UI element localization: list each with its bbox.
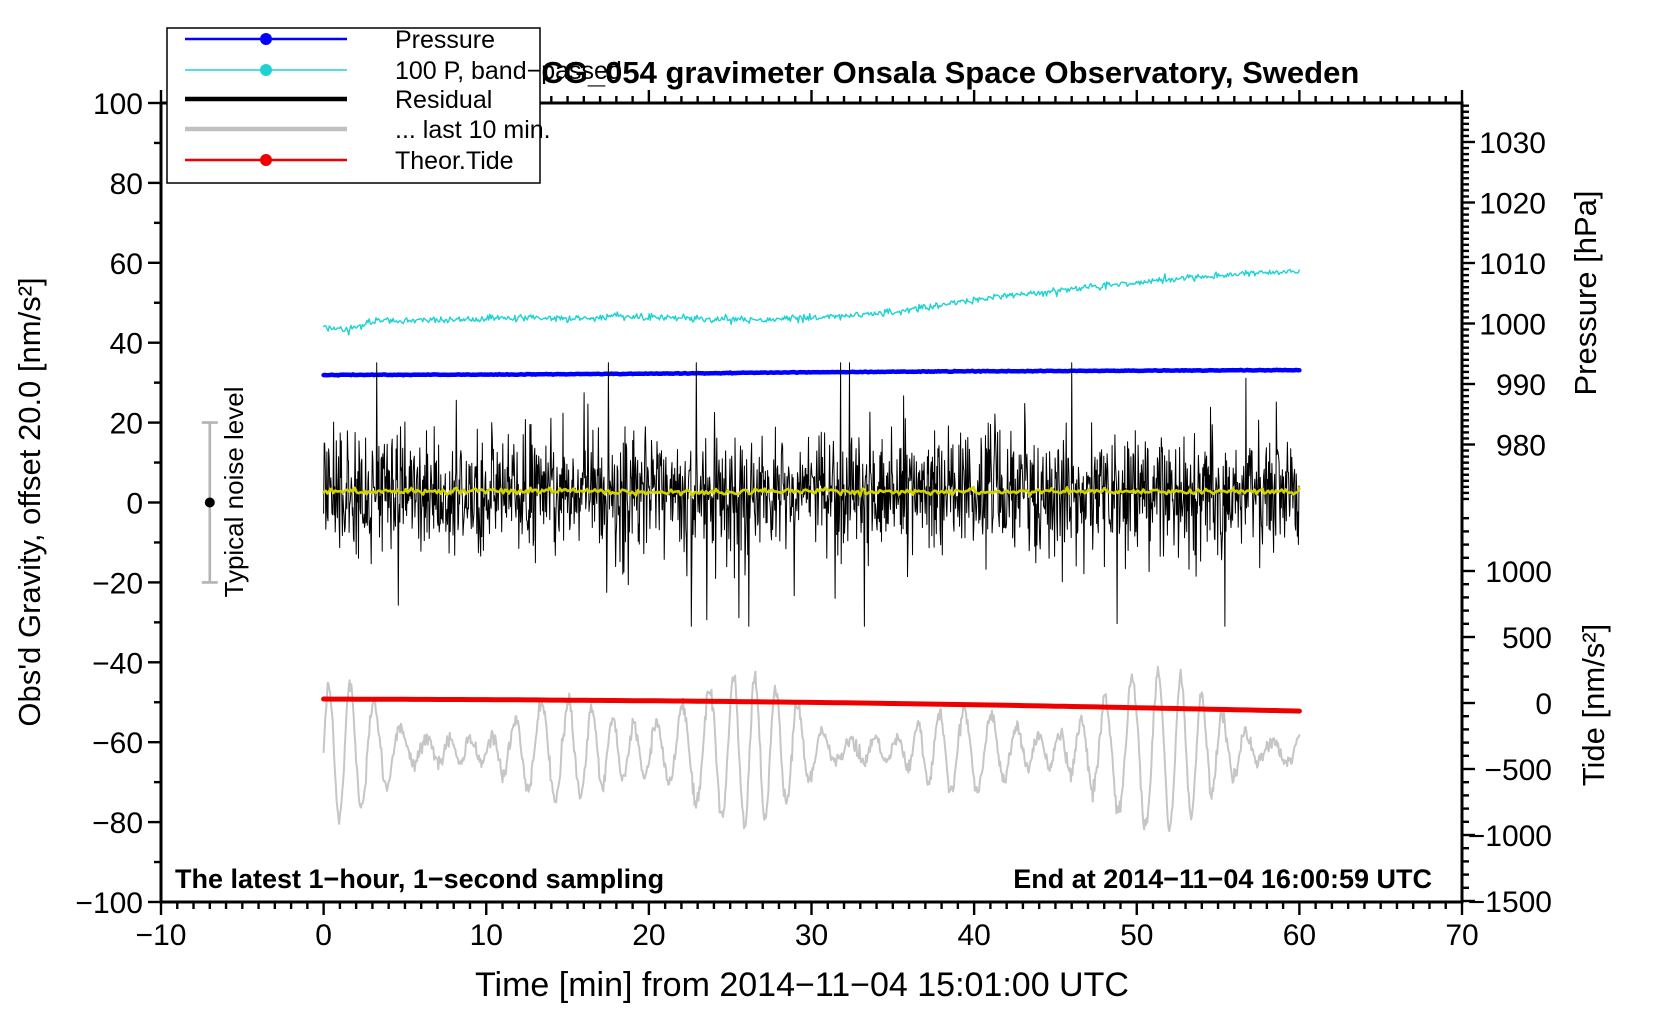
legend-label-pressure: Pressure (395, 26, 495, 54)
tick-label: 20 (110, 408, 143, 441)
tick-label: −1000 (1468, 820, 1552, 853)
tick-label: 990 (1496, 369, 1546, 402)
legend-label-last10min: ... last 10 min. (395, 116, 551, 144)
series-line-0-pressure (321, 367, 1302, 378)
tick-label: −100 (75, 887, 143, 920)
tick-label: 1010 (1479, 248, 1546, 281)
legend: Pressure 100 P, band−passed Residual ...… (166, 26, 622, 184)
noise-level-dot (204, 497, 215, 508)
legend-dot-theor-tide (260, 154, 272, 166)
tick-label: −40 (92, 647, 143, 680)
series-line-5-tide (321, 696, 1302, 714)
tick-label: 60 (110, 248, 143, 281)
tick-label: 20 (632, 919, 665, 952)
legend-item-theor-tide: Theor.Tide (185, 147, 514, 175)
tick-label: 60 (1283, 919, 1316, 952)
pressure-axis-title: Pressure [hPa] (1568, 190, 1603, 395)
gravity-axis-title: Obs'd Gravity, offset 20.0 [nm/s²] (12, 277, 47, 726)
tick-label: 0 (1535, 688, 1552, 721)
tick-label: 500 (1502, 622, 1552, 655)
legend-item-residual: Residual (185, 86, 492, 114)
tick-label: 1000 (1479, 309, 1546, 342)
data-series (321, 268, 1302, 833)
tick-label: 980 (1496, 430, 1546, 463)
tick-label: 0 (315, 919, 332, 952)
axis-ticks: −10 0 10 20 30 40 50 60 70100806040200−20−40−60−… (75, 88, 1552, 952)
tick-label: 1030 (1479, 127, 1546, 160)
tick-label: 40 (110, 328, 143, 361)
tide-axis-title: Tide [nm/s²] (1576, 624, 1611, 787)
tick-label: −10 (136, 919, 187, 952)
legend-dot-pressure (260, 33, 272, 45)
tick-label: 80 (110, 168, 143, 201)
tick-label: 30 (795, 919, 828, 952)
x-axis-title: Time [min] from 2014−11−04 15:01:00 UTC (475, 966, 1129, 1004)
noise-level-errorbar (201, 421, 218, 584)
series-line-3-gravity (322, 485, 1301, 498)
tick-label: −80 (92, 807, 143, 840)
end-time-note: End at 2014−11−04 16:00:59 UTC (1013, 864, 1432, 894)
tick-label: 100 (93, 88, 143, 121)
tick-label: −20 (92, 567, 143, 600)
legend-item-pressure: Pressure (185, 26, 495, 54)
tick-label: 10 (470, 919, 503, 952)
frame-rect (159, 101, 1464, 904)
series-line-4-gravity (322, 665, 1301, 833)
legend-item-last10min: ... last 10 min. (185, 116, 551, 144)
tick-label: −1500 (1468, 886, 1552, 919)
tick-label: 0 (126, 488, 143, 521)
legend-label-theor-tide: Theor.Tide (395, 147, 514, 175)
legend-item-bandpassed: 100 P, band−passed (185, 57, 622, 85)
tick-label: 40 (957, 919, 990, 952)
tick-label: 1000 (1485, 556, 1552, 589)
legend-dot-bandpassed (260, 64, 272, 76)
tick-label: 70 (1445, 919, 1478, 952)
tick-label: 1020 (1479, 188, 1546, 221)
tick-label: 50 (1120, 919, 1153, 952)
legend-label-bandpassed: 100 P, band−passed (395, 57, 622, 85)
series-line-2-gravity (323, 362, 1300, 627)
sampling-note: The latest 1−hour, 1−second sampling (175, 864, 664, 894)
noise-level-label: Typical noise level (219, 387, 249, 598)
tick-label: −60 (92, 727, 143, 760)
series-line-1-gravity (322, 268, 1300, 336)
chart-title: SCG_054 gravimeter Onsala Space Observat… (521, 55, 1360, 90)
plot-frame (159, 101, 1464, 904)
tick-label: −500 (1484, 754, 1552, 787)
legend-label-residual: Residual (395, 86, 492, 114)
legend-box (166, 27, 541, 184)
